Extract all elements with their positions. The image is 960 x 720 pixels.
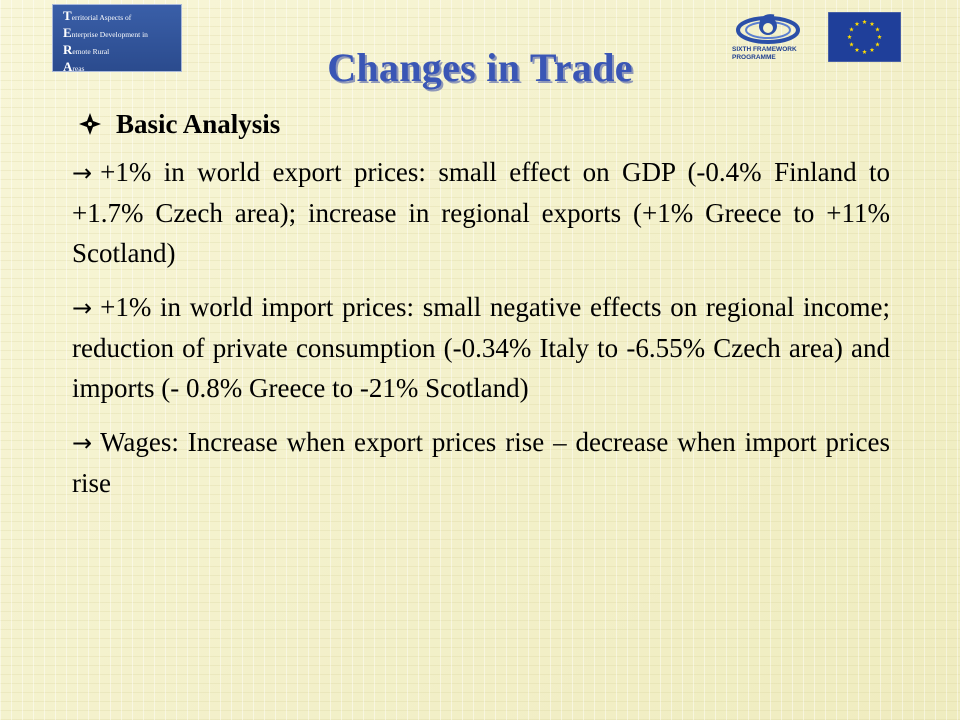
heading-text: Basic Analysis <box>116 109 281 139</box>
paragraph-text: Wages: Increase when export prices rise … <box>72 427 890 498</box>
arrow-bullet-icon: → <box>72 294 93 322</box>
eu-star-icon <box>849 42 854 47</box>
arrow-bullet-icon: → <box>72 159 93 187</box>
bullet-paragraph-3: → Wages: Increase when export prices rise… <box>72 422 890 503</box>
paragraph-text: +1% in world import prices: small negati… <box>72 292 890 403</box>
bullet-paragraph-2: → +1% in world import prices: small negat… <box>72 287 890 408</box>
logo-line-3: Remote Rural <box>63 42 110 57</box>
eu-star-icon <box>869 47 875 52</box>
tera-logo: Territorial Aspects of Enterprise Develo… <box>52 4 182 74</box>
eu-star-icon <box>862 19 867 24</box>
sixth-framework-logo-icon <box>736 14 800 44</box>
eu-star-icon <box>849 27 854 32</box>
slide-content: Basic Analysis → +1% in world export pric… <box>72 104 890 517</box>
eu-star-icon <box>847 34 852 39</box>
eu-star-icon <box>854 21 860 26</box>
arrow-bullet-icon: → <box>72 429 93 457</box>
eu-star-icon <box>875 42 880 47</box>
logo-line-4: Areas <box>63 59 85 74</box>
slide-title: Changes in Trade <box>327 45 633 90</box>
paragraph-text: +1% in world export prices: small effect… <box>72 157 890 268</box>
logo-line-2: Enterprise Development in <box>63 25 148 40</box>
eu-star-icon <box>875 27 880 32</box>
sixth-framework-label: SIXTH FRAMEWORK PROGRAMME <box>732 46 797 61</box>
eu-flag-icon <box>828 12 901 62</box>
eu-star-icon <box>869 21 875 26</box>
section-heading: Basic Analysis <box>78 104 890 144</box>
logo-line-1: Territorial Aspects of <box>63 8 132 23</box>
eu-star-icon <box>854 47 860 52</box>
eu-star-icon <box>877 34 882 39</box>
eu-star-icon <box>862 49 867 54</box>
bullet-paragraph-1: → +1% in world export prices: small effec… <box>72 152 890 273</box>
diamond-bullet-icon <box>79 113 101 135</box>
